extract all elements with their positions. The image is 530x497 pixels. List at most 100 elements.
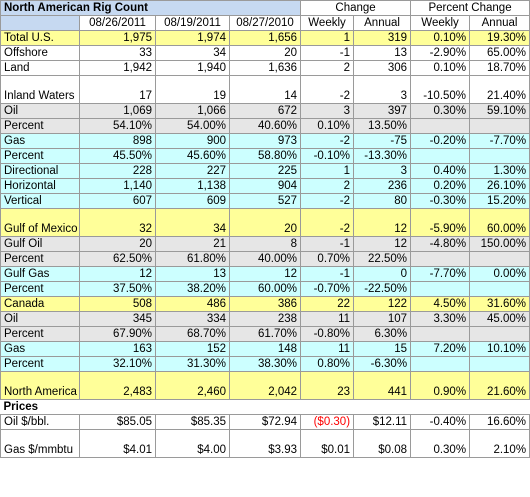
table-cell[interactable] <box>410 281 471 297</box>
table-cell[interactable]: 904 <box>228 178 302 194</box>
row-label[interactable]: Percent <box>0 281 80 297</box>
table-cell[interactable]: 1,069 <box>79 103 156 119</box>
table-cell[interactable]: 37.50% <box>79 281 156 297</box>
table-cell[interactable]: 1,975 <box>79 30 156 46</box>
table-cell[interactable]: -1 <box>300 236 355 252</box>
table-cell[interactable]: 13.50% <box>353 118 412 134</box>
table-cell[interactable]: $85.05 <box>79 414 156 430</box>
table-cell[interactable]: 60.00% <box>469 208 530 237</box>
col-header-change-weekly[interactable]: Weekly <box>300 15 355 31</box>
table-cell[interactable]: 306 <box>353 60 412 76</box>
table-cell[interactable]: 20 <box>79 236 156 252</box>
row-label[interactable]: Percent <box>0 251 80 267</box>
table-cell[interactable]: ($0.30) <box>300 414 355 430</box>
row-label[interactable]: Gulf Oil <box>0 236 80 252</box>
row-label[interactable]: Canada <box>0 296 80 312</box>
table-cell[interactable] <box>469 281 530 297</box>
table-cell[interactable]: 58.80% <box>228 148 302 164</box>
table-cell[interactable]: 54.10% <box>79 118 156 134</box>
table-cell[interactable]: 8 <box>228 236 302 252</box>
table-cell[interactable]: 38.30% <box>228 356 302 372</box>
table-cell[interactable]: 386 <box>228 296 302 312</box>
table-cell[interactable]: $85.35 <box>155 414 230 430</box>
table-cell[interactable]: 16.60% <box>469 414 530 430</box>
table-cell[interactable]: 34 <box>155 45 230 61</box>
table-cell[interactable]: 67.90% <box>79 326 156 342</box>
table-cell[interactable] <box>469 148 530 164</box>
table-cell[interactable]: 1,140 <box>79 178 156 194</box>
table-cell[interactable]: 19.30% <box>469 30 530 46</box>
table-cell[interactable]: 15 <box>353 341 412 357</box>
table-cell[interactable]: -2.90% <box>410 45 471 61</box>
table-cell[interactable] <box>410 118 471 134</box>
table-cell[interactable]: 59.10% <box>469 103 530 119</box>
row-label[interactable]: Gas <box>0 133 80 149</box>
table-cell[interactable]: 15.20% <box>469 193 530 209</box>
table-cell[interactable]: 0.80% <box>300 356 355 372</box>
table-cell[interactable]: 508 <box>79 296 156 312</box>
table-cell[interactable]: 1,138 <box>155 178 230 194</box>
table-cell[interactable]: $12.11 <box>353 414 412 430</box>
table-cell[interactable]: 163 <box>79 341 156 357</box>
table-cell[interactable]: 1,942 <box>79 60 156 76</box>
sheet-title[interactable]: North American Rig Count <box>0 0 302 16</box>
table-cell[interactable]: 21 <box>155 236 230 252</box>
row-label[interactable]: Land <box>0 60 80 76</box>
table-cell[interactable]: 0.10% <box>300 118 355 134</box>
table-cell[interactable]: 334 <box>155 311 230 327</box>
table-cell[interactable]: 3 <box>353 75 412 104</box>
table-cell[interactable]: $72.94 <box>228 414 302 430</box>
table-cell[interactable]: 31.30% <box>155 356 230 372</box>
table-cell[interactable]: 152 <box>155 341 230 357</box>
col-header-current-week[interactable]: 08/26/2011 <box>79 15 156 31</box>
table-cell[interactable]: 486 <box>155 296 230 312</box>
table-cell[interactable]: 17 <box>79 75 156 104</box>
table-cell[interactable]: -7.70% <box>469 133 530 149</box>
table-cell[interactable]: 38.20% <box>155 281 230 297</box>
table-cell[interactable]: 20 <box>228 45 302 61</box>
row-label[interactable]: Horizontal <box>0 178 80 194</box>
change-group-header[interactable]: Change <box>300 0 412 16</box>
table-cell[interactable]: 1,656 <box>228 30 302 46</box>
row-label[interactable]: Offshore <box>0 45 80 61</box>
table-cell[interactable]: $0.01 <box>300 429 355 458</box>
table-cell[interactable]: 45.50% <box>79 148 156 164</box>
table-cell[interactable]: $4.01 <box>79 429 156 458</box>
table-cell[interactable]: -7.70% <box>410 266 471 282</box>
table-cell[interactable]: -0.20% <box>410 133 471 149</box>
table-cell[interactable]: -0.80% <box>300 326 355 342</box>
table-cell[interactable]: 54.00% <box>155 118 230 134</box>
table-cell[interactable]: 1,940 <box>155 60 230 76</box>
table-cell[interactable]: 0 <box>353 266 412 282</box>
table-cell[interactable]: 2,042 <box>228 371 302 400</box>
table-cell[interactable]: 148 <box>228 341 302 357</box>
table-cell[interactable]: 21.40% <box>469 75 530 104</box>
table-cell[interactable]: 441 <box>353 371 412 400</box>
table-cell[interactable]: -4.80% <box>410 236 471 252</box>
table-cell[interactable]: 238 <box>228 311 302 327</box>
table-cell[interactable]: 12 <box>228 266 302 282</box>
table-cell[interactable] <box>410 148 471 164</box>
table-cell[interactable]: 40.00% <box>228 251 302 267</box>
table-cell[interactable]: 973 <box>228 133 302 149</box>
table-cell[interactable]: 0.40% <box>410 163 471 179</box>
table-cell[interactable]: 62.50% <box>79 251 156 267</box>
table-cell[interactable]: 14 <box>228 75 302 104</box>
table-cell[interactable]: 3 <box>353 163 412 179</box>
table-cell[interactable]: 2 <box>300 60 355 76</box>
table-cell[interactable]: 22 <box>300 296 355 312</box>
table-cell[interactable]: 12 <box>353 208 412 237</box>
table-cell[interactable]: -2 <box>300 133 355 149</box>
table-cell[interactable]: -6.30% <box>353 356 412 372</box>
percent-change-group-header[interactable]: Percent Change <box>410 0 530 16</box>
table-cell[interactable]: 11 <box>300 311 355 327</box>
prices-label[interactable]: Prices <box>0 399 530 415</box>
table-cell[interactable]: -1 <box>300 266 355 282</box>
row-label[interactable]: Percent <box>0 118 80 134</box>
row-label[interactable]: North America <box>0 371 80 400</box>
table-cell[interactable]: 23 <box>300 371 355 400</box>
table-cell[interactable]: -0.70% <box>300 281 355 297</box>
table-cell[interactable]: 12 <box>79 266 156 282</box>
table-cell[interactable]: 13 <box>353 45 412 61</box>
table-cell[interactable]: 2.10% <box>469 429 530 458</box>
